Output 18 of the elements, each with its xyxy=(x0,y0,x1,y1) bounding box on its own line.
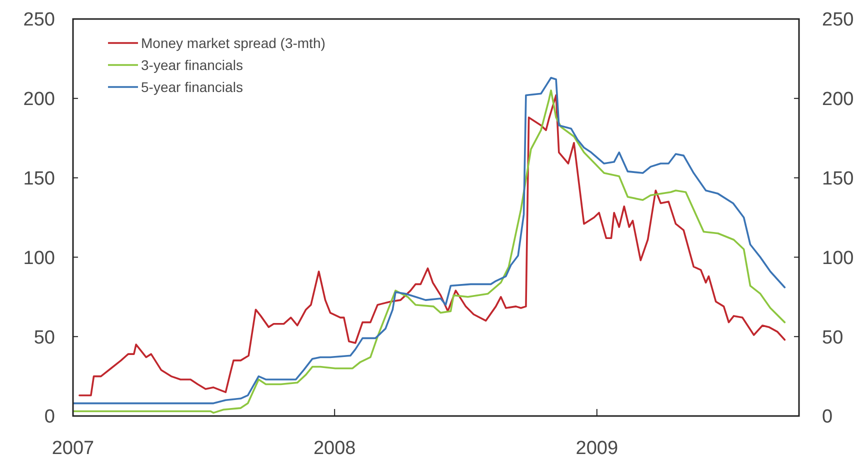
y2-tick-label: 50 xyxy=(822,327,844,348)
y2-tick-label: 200 xyxy=(822,89,854,110)
y-tick-label: 100 xyxy=(23,248,55,269)
legend-label: Money market spread (3-mth) xyxy=(141,34,326,51)
y2-tick-label: 250 xyxy=(822,10,854,31)
legend-label: 3-year financials xyxy=(141,56,243,73)
y-tick-label: 150 xyxy=(23,168,55,190)
y-tick-label: 0 xyxy=(44,406,55,428)
x-tick-label: 2007 xyxy=(52,438,94,459)
y2-tick-label: 150 xyxy=(822,168,854,190)
x-tick-label: 2009 xyxy=(576,438,618,459)
y2-tick-label: 100 xyxy=(822,248,854,269)
y-tick-label: 200 xyxy=(23,89,55,110)
y-tick-label: 250 xyxy=(23,10,55,31)
legend-label: 5-year financials xyxy=(141,78,243,95)
y2-tick-label: 0 xyxy=(822,406,833,428)
x-tick-label: 2008 xyxy=(313,438,356,459)
y-tick-label: 50 xyxy=(34,327,55,348)
